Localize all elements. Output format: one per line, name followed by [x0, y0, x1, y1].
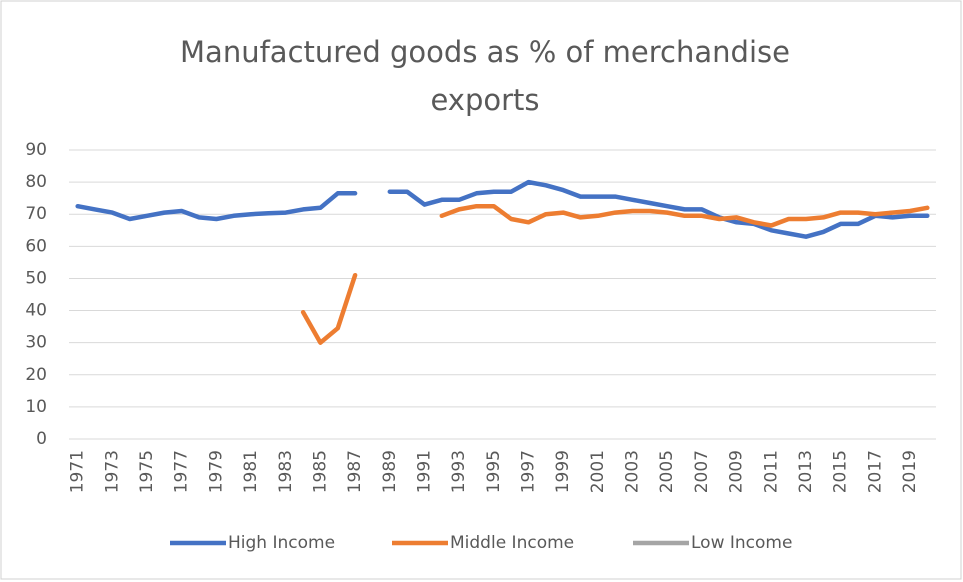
x-tick-label: 2017: [865, 450, 885, 493]
x-tick-label: 2019: [900, 450, 920, 493]
x-tick-label: 1981: [241, 450, 261, 493]
x-tick-label: 1975: [137, 450, 157, 493]
x-tick-label: 1989: [380, 450, 400, 493]
x-tick-label: 1999: [553, 450, 573, 493]
y-tick-label: 80: [25, 172, 47, 192]
x-tick-label: 1993: [449, 450, 469, 493]
x-tick-label: 2003: [623, 450, 643, 493]
y-tick-label: 30: [25, 333, 47, 353]
y-tick-label: 20: [25, 365, 47, 385]
series-line: [75, 179, 930, 239]
legend-label: High Income: [228, 533, 335, 553]
x-tick-label: 1973: [102, 450, 122, 493]
legend-label: Low Income: [691, 533, 792, 553]
y-tick-label: 60: [25, 236, 47, 256]
x-tick-label: 1991: [414, 450, 434, 493]
x-tick-label: 2005: [657, 450, 677, 493]
y-tick-label: 70: [25, 204, 47, 224]
chart-title: Manufactured goods as % of merchandise e…: [180, 35, 790, 117]
x-tick-label: 2013: [796, 450, 816, 493]
x-tick-label: 1997: [519, 450, 539, 493]
x-tick-label: 2001: [588, 450, 608, 493]
x-tick-label: 2007: [692, 450, 712, 493]
y-tick-label: 10: [25, 397, 47, 417]
x-tick-label: 2015: [831, 450, 851, 493]
legend-label: Middle Income: [450, 533, 574, 553]
x-tick-label: 1983: [276, 450, 296, 493]
x-tick-label: 1987: [345, 450, 365, 493]
x-tick-label: 1971: [68, 450, 88, 493]
x-tick-label: 2009: [727, 450, 747, 493]
x-tick-label: 2011: [761, 450, 781, 493]
y-tick-label: 0: [36, 429, 47, 449]
x-tick-label: 1985: [310, 450, 330, 493]
series-line: [300, 203, 930, 345]
x-tick-label: 1977: [172, 450, 192, 493]
y-tick-label: 50: [25, 268, 47, 288]
y-tick-label: 90: [25, 140, 47, 160]
x-tick-label: 1979: [206, 450, 226, 493]
y-tick-label: 40: [25, 301, 47, 321]
x-tick-label: 1995: [484, 450, 504, 493]
